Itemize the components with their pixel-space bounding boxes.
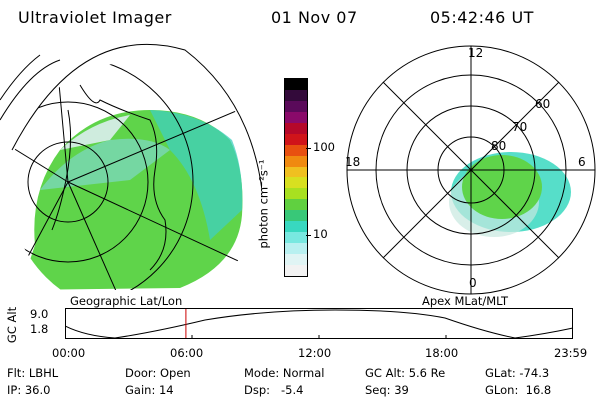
lat-circle xyxy=(9,62,194,290)
mode-readout: Mode: Normal xyxy=(244,366,325,380)
door-readout: Door: Open xyxy=(125,366,191,380)
mlat-label-60: 60 xyxy=(535,97,551,111)
mlt-label-18: 18 xyxy=(345,155,361,169)
colorbar-tick xyxy=(306,235,311,236)
colorbar-tick-label: 100 xyxy=(313,140,335,154)
glon-readout: GLon: 16.8 xyxy=(485,383,552,397)
aurora-emission-faint xyxy=(60,115,130,150)
intensity-colorbar xyxy=(284,78,308,277)
colorbar-segment xyxy=(285,188,307,200)
colorbar-segment xyxy=(285,221,307,233)
mlt-label-6: 6 xyxy=(578,155,586,169)
colorbar-segment xyxy=(285,199,307,211)
colorbar-segment xyxy=(285,89,307,101)
colorbar-segment xyxy=(285,144,307,156)
colorbar-tick xyxy=(306,148,311,149)
geographic-image-panel xyxy=(0,43,262,290)
coastline xyxy=(79,84,167,271)
meridian xyxy=(67,181,261,273)
polar-panel-label: Apex MLat/MLT xyxy=(422,294,509,308)
timeline-y-axis-label: GC Alt xyxy=(5,306,20,344)
aurora-oval-core xyxy=(462,155,542,219)
timeline-x-tick-label: 18:00 xyxy=(425,346,459,360)
observation-date: 01 Nov 07 xyxy=(271,8,358,27)
geo-panel-label: Geographic Lat/Lon xyxy=(70,294,183,308)
meridian xyxy=(67,105,249,183)
polar-mlat-mlt-panel xyxy=(346,45,596,295)
earth-limb xyxy=(11,43,262,191)
mlat-label-70: 70 xyxy=(512,120,528,134)
coastline xyxy=(0,59,61,121)
mlt-label-0: 0 xyxy=(469,276,477,290)
timeline-x-tick-label: 23:59 xyxy=(554,346,588,360)
timeline-y-tick: 1.8 xyxy=(30,322,49,336)
colorbar-segment xyxy=(285,232,307,244)
colorbar-unit-label: photon cm⁻²s⁻¹ xyxy=(256,159,271,249)
gc-alt-readout: GC Alt: 5.6 Re xyxy=(365,366,446,380)
mlt-meridian xyxy=(382,81,560,259)
glat-readout: GLat: -74.3 xyxy=(485,366,550,380)
timeline-x-tick-label: 12:00 xyxy=(298,346,332,360)
colorbar-segment xyxy=(285,177,307,189)
timeline-x-tick-label: 00:00 xyxy=(52,346,86,360)
gain-readout: Gain: 14 xyxy=(125,383,174,397)
observation-time: 05:42:46 UT xyxy=(430,8,534,27)
colorbar-segment xyxy=(285,79,307,90)
colorbar-segment xyxy=(285,210,307,222)
colorbar-segment xyxy=(285,254,307,265)
timeline-y-tick: 9.0 xyxy=(30,307,49,321)
colorbar-segment xyxy=(285,111,307,123)
ip-readout: IP: 36.0 xyxy=(7,383,51,397)
lat-circle xyxy=(9,101,149,263)
mlat-label-80: 80 xyxy=(491,139,507,153)
aurora-emission-cyan xyxy=(40,138,170,190)
dsp-readout: Dsp: -5.4 xyxy=(244,383,304,397)
gc-altitude-timeline xyxy=(65,308,574,339)
colorbar-segment xyxy=(285,155,307,167)
seq-readout: Seq: 39 xyxy=(365,383,409,397)
mlt-label-12: 12 xyxy=(468,46,484,60)
timeline-x-tick-label: 06:00 xyxy=(170,346,204,360)
meridian xyxy=(67,181,121,290)
coastline xyxy=(0,54,41,101)
colorbar-segment xyxy=(285,243,307,254)
colorbar-segment xyxy=(285,264,307,276)
colorbar-tick-label: 10 xyxy=(313,227,328,241)
instrument-title: Ultraviolet Imager xyxy=(18,8,172,27)
colorbar-segment xyxy=(285,100,307,112)
colorbar-segment xyxy=(285,133,307,145)
gc-altitude-curve xyxy=(65,309,574,339)
colorbar-segment xyxy=(285,122,307,134)
aurora-emission-edge xyxy=(150,110,243,240)
lat-circle xyxy=(27,141,109,223)
coastline xyxy=(51,109,72,231)
colorbar-segment xyxy=(285,166,307,178)
filter-readout: Flt: LBHL xyxy=(7,366,59,380)
